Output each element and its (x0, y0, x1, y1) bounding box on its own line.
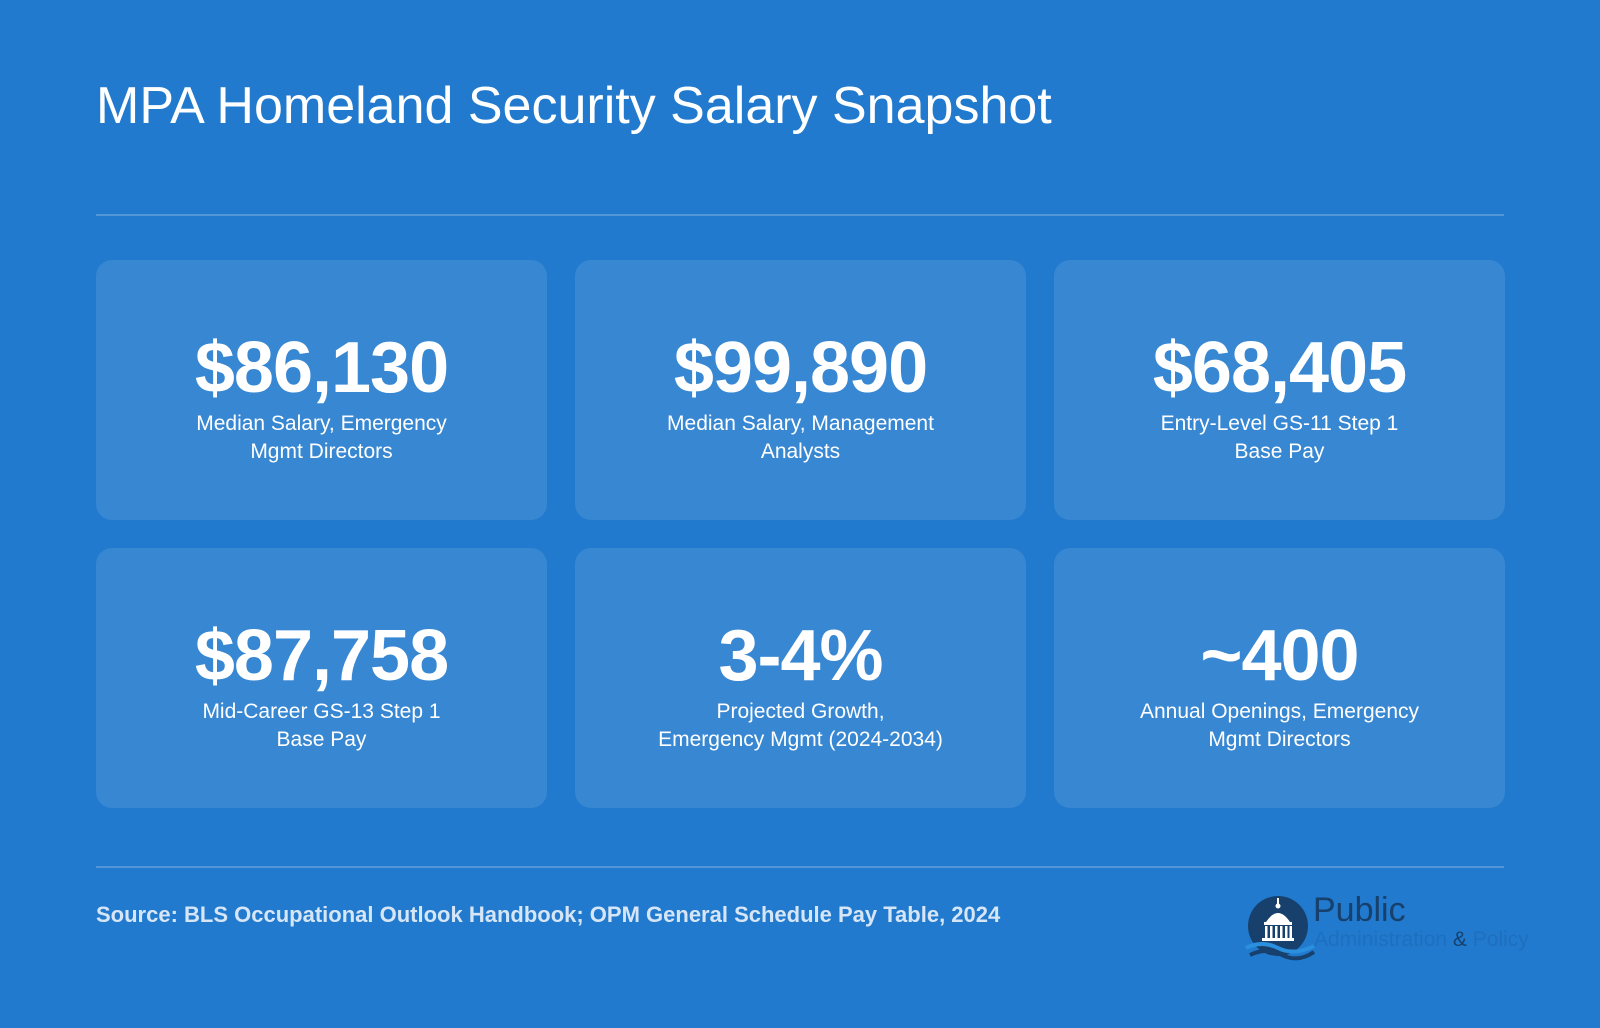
top-divider (96, 214, 1504, 216)
logo-tagline: Administration & Policy (1314, 926, 1529, 954)
stat-value: ~400 (1200, 616, 1359, 696)
stat-value: $86,130 (194, 328, 449, 408)
stat-value: $99,890 (673, 328, 928, 408)
brand-logo: Public Administration & Policy (1244, 891, 1529, 964)
stats-grid: $86,130 Median Salary, Emergency Mgmt Di… (96, 260, 1505, 808)
stat-label: Mid-Career GS-13 Step 1 Base Pay (202, 700, 441, 751)
bottom-divider (96, 866, 1504, 868)
stat-value: $68,405 (1152, 328, 1407, 408)
stat-card-annual-openings: ~400 Annual Openings, Emergency Mgmt Dir… (1054, 548, 1505, 808)
stat-label: Median Salary, Emergency Mgmt Directors (196, 412, 447, 463)
stat-label: Entry-Level GS-11 Step 1 Base Pay (1160, 412, 1399, 463)
stat-label: Annual Openings, Emergency Mgmt Director… (1140, 700, 1419, 751)
capitol-dome-icon (1245, 896, 1316, 961)
stat-label: Projected Growth, Emergency Mgmt (2024-2… (658, 700, 943, 751)
stat-card-entry-level-gs11: $68,405 Entry-Level GS-11 Step 1 Base Pa… (1054, 260, 1505, 520)
stat-card-projected-growth: 3-4% Projected Growth, Emergency Mgmt (2… (575, 548, 1026, 808)
stat-value: $87,758 (194, 616, 449, 696)
logo-wordmark: Public (1313, 891, 1406, 929)
logo-tagline-right: Policy (1472, 928, 1529, 951)
stat-card-median-emergency-mgmt: $86,130 Median Salary, Emergency Mgmt Di… (96, 260, 547, 520)
stat-card-median-management-analysts: $99,890 Median Salary, Management Analys… (575, 260, 1026, 520)
source-note: Source: BLS Occupational Outlook Handboo… (96, 902, 1001, 927)
logo-tagline-amp: & (1452, 928, 1467, 951)
stat-card-mid-career-gs13: $87,758 Mid-Career GS-13 Step 1 Base Pay (96, 548, 547, 808)
stat-value: 3-4% (718, 616, 883, 696)
page-title: MPA Homeland Security Salary Snapshot (96, 77, 1052, 135)
logo-tagline-left: Administration (1314, 928, 1448, 951)
stat-label: Median Salary, Management Analysts (667, 412, 934, 463)
